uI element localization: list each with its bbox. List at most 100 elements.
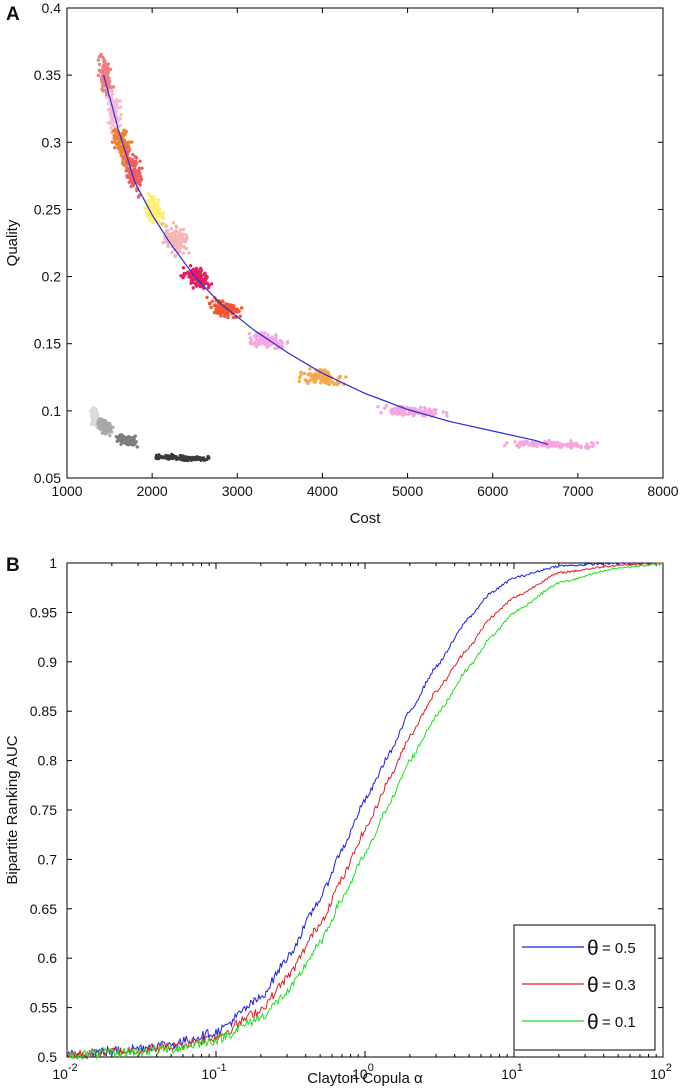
panel-a-point xyxy=(169,227,174,231)
panel-a-point xyxy=(571,444,576,448)
panel-a-y-tick-label: 0.2 xyxy=(42,269,62,285)
panel-a-point xyxy=(595,441,600,445)
panel-a-point xyxy=(247,332,252,336)
panel-a-point xyxy=(407,412,412,416)
panel-a-point xyxy=(220,310,224,314)
panel-a-point xyxy=(312,375,317,380)
panel-b-legend-label: = 0.1 xyxy=(602,1014,636,1031)
panel-a-point xyxy=(108,88,113,93)
panel-a-point xyxy=(105,70,109,74)
panel-a-point xyxy=(411,412,416,416)
panel-a-point xyxy=(299,373,303,377)
panel-a-point xyxy=(266,343,270,348)
panel-a-point xyxy=(173,237,177,241)
panel-a-point xyxy=(316,376,320,381)
panel-a-point xyxy=(119,113,123,117)
panel-a-point xyxy=(91,412,95,416)
panel-a-point xyxy=(252,342,257,346)
panel-a-x-tick-label: 8000 xyxy=(647,483,678,499)
panel-b-legend-symbol: θ xyxy=(587,937,599,960)
panel-b-series-line xyxy=(66,562,664,1061)
panel-a-point xyxy=(137,173,142,178)
panel-a-point xyxy=(316,373,320,377)
panel-a-point xyxy=(382,406,387,410)
panel-a-y-tick-label: 0.25 xyxy=(34,201,61,217)
panel-a-point xyxy=(170,231,174,236)
panel-b-x-tick-label: 100 xyxy=(352,1062,374,1082)
panel-a-point xyxy=(125,150,130,154)
panel-a-point xyxy=(569,439,573,443)
panel-a-scatter-points xyxy=(89,52,600,463)
panel-a-point xyxy=(96,58,101,62)
panel-a-point xyxy=(173,229,178,233)
panel-a-point xyxy=(119,442,123,446)
panel-a-point xyxy=(97,68,102,73)
panel-a-x-tick-label: 2000 xyxy=(137,483,168,499)
panel-b-series-lines xyxy=(66,562,664,1061)
panel-a-point xyxy=(540,443,544,447)
panel-a-point xyxy=(164,224,168,228)
panel-a-point xyxy=(160,455,164,460)
panel-a-point xyxy=(215,305,220,309)
panel-b-legend-box xyxy=(513,924,656,1051)
panel-a-point xyxy=(505,441,509,445)
panel-a-point xyxy=(201,277,206,281)
panel-a-point xyxy=(122,139,127,143)
panel-a-cluster xyxy=(179,264,214,290)
panel-a-y-tick-label: 0.3 xyxy=(42,134,62,150)
panel-a-ticks: 1000 2000 3000 4000 5000 6000 7000 8000 0.05 0.1 0… xyxy=(34,0,679,499)
panel-a-point xyxy=(334,382,339,386)
panel-a-point xyxy=(108,110,113,114)
panel-a-point xyxy=(178,237,183,241)
panel-a-point xyxy=(202,273,207,277)
panel-a-point xyxy=(578,445,582,449)
panel-a-point xyxy=(106,62,111,66)
panel-a-point xyxy=(156,201,160,205)
panel-a-point xyxy=(101,419,106,423)
panel-a-point xyxy=(285,341,289,345)
panel-a-point xyxy=(109,107,113,111)
panel-b-y-tick-label: 0.8 xyxy=(38,753,58,769)
panel-b-x-tick-label: 101 xyxy=(501,1062,523,1082)
panel-a-point xyxy=(113,109,118,113)
panel-a-cluster xyxy=(297,367,348,387)
panel-a-point xyxy=(329,380,333,384)
panel-a-point xyxy=(422,410,426,414)
panel-a-point xyxy=(118,433,122,437)
panel-a-point xyxy=(96,73,101,78)
panel-a-point xyxy=(157,456,161,461)
panel-a-point xyxy=(198,283,202,287)
panel-a-point xyxy=(568,444,572,448)
panel-a-point xyxy=(149,205,153,209)
panel-a-point xyxy=(103,59,107,63)
panel-a-y-tick-label: 0.35 xyxy=(34,67,61,83)
panel-a-point xyxy=(585,442,589,446)
panel-a-point xyxy=(126,175,131,179)
panel-a-point xyxy=(185,237,189,241)
panel-a-point xyxy=(323,380,327,384)
panel-a-point xyxy=(101,83,105,88)
panel-a-point xyxy=(132,438,136,442)
panel-a-point xyxy=(307,373,311,377)
panel-a-point xyxy=(327,377,332,381)
panel-a-point xyxy=(207,283,211,287)
panel-b-y-tick-label: 0.5 xyxy=(38,1049,58,1065)
panel-a-point xyxy=(583,445,588,450)
panel-a-point xyxy=(117,141,122,146)
panel-a-point xyxy=(145,207,149,211)
panel-a-point xyxy=(545,445,550,449)
panel-a-point xyxy=(231,315,236,320)
panel-a-point xyxy=(230,307,235,312)
panel-a-point xyxy=(179,228,183,232)
panel-b-y-tick-label: 0.55 xyxy=(30,1000,57,1016)
panel-a-point xyxy=(222,314,227,318)
panel-a-point xyxy=(273,346,277,351)
panel-a-cluster xyxy=(160,221,191,258)
panel-a-point xyxy=(513,440,517,444)
panel-a-point xyxy=(178,247,182,251)
panel-a-point xyxy=(258,339,263,343)
panel-a-point xyxy=(588,445,592,449)
panel-a-point xyxy=(240,306,244,310)
panel-a-cluster xyxy=(114,433,139,449)
